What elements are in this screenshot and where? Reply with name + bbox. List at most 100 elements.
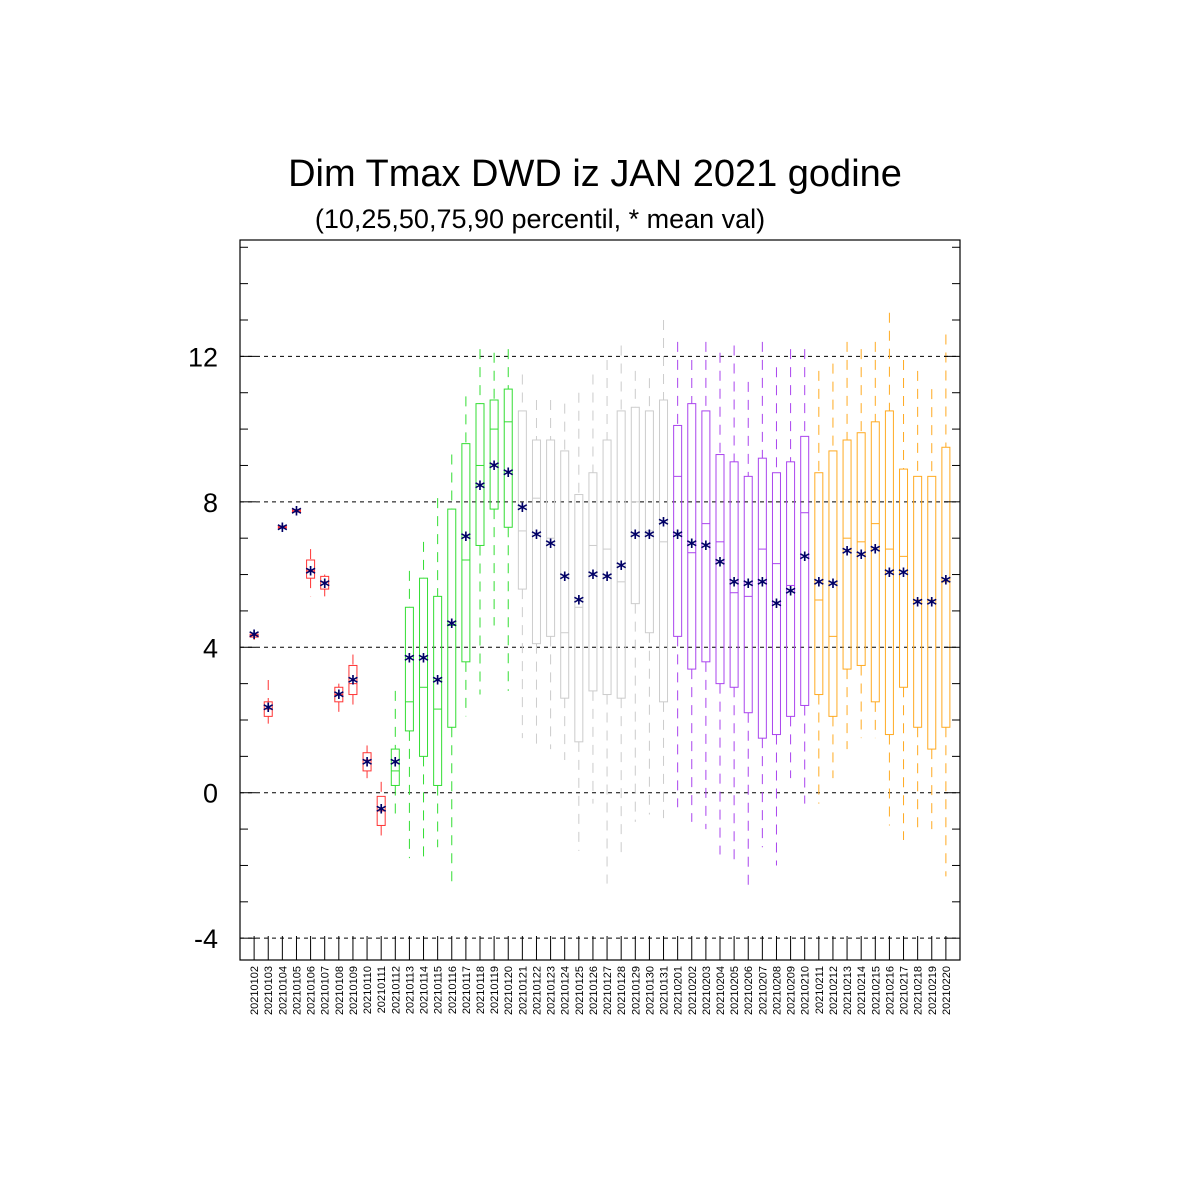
iqr-box <box>517 410 527 590</box>
box-20210111 <box>376 781 386 837</box>
x-tick-label: 20210112 <box>390 966 402 1014</box>
x-tick-label: 20210111 <box>376 966 388 1013</box>
mean-marker: * <box>616 556 627 580</box>
box-20210107 <box>320 574 330 597</box>
box-20210112 <box>390 690 400 819</box>
box-20210102 <box>249 630 259 640</box>
iqr-box <box>800 435 810 706</box>
mean-marker: * <box>517 498 528 522</box>
y-tick-label: 12 <box>188 342 218 372</box>
box-20210108 <box>334 683 344 713</box>
chart-title: Dim Tmax DWD iz JAN 2021 godine <box>288 153 902 195</box>
x-tick-label: 20210203 <box>701 966 713 1015</box>
mean-marker: * <box>559 567 570 591</box>
iqr-box <box>362 752 372 772</box>
mean-marker: * <box>941 571 952 595</box>
x-tick-label: 20210212 <box>828 966 840 1015</box>
x-tick-label: 20210110 <box>362 966 374 1014</box>
x-tick-label: 20210108 <box>334 966 346 1015</box>
box-20210121 <box>517 374 527 739</box>
mean-marker: * <box>814 573 825 597</box>
box-20210205 <box>729 345 739 866</box>
mean-marker: * <box>630 526 641 550</box>
box-20210129 <box>630 370 640 822</box>
mean-marker: * <box>785 582 796 606</box>
x-tick-label: 20210204 <box>715 966 727 1015</box>
iqr-box <box>659 399 669 703</box>
box-20210122 <box>531 400 541 746</box>
iqr-box <box>884 410 894 736</box>
box-20210212 <box>828 363 838 779</box>
mean-marker: * <box>432 671 443 695</box>
iqr-box <box>560 450 570 699</box>
x-tick-label: 20210127 <box>602 966 614 1015</box>
iqr-box <box>503 388 513 528</box>
x-tick-label: 20210209 <box>786 966 798 1015</box>
x-tick-label: 20210208 <box>771 966 783 1015</box>
iqr-box <box>814 472 824 696</box>
x-tick-label: 20210220 <box>941 966 953 1015</box>
mean-marker: * <box>602 567 613 591</box>
box-20210123 <box>546 400 556 750</box>
mean-marker: * <box>927 593 938 617</box>
mean-marker: * <box>475 476 486 500</box>
box-20210118 <box>475 349 485 695</box>
x-tick-label: 20210218 <box>913 966 925 1015</box>
mean-marker: * <box>277 518 288 542</box>
x-tick-label: 20210103 <box>263 966 275 1015</box>
mean-marker: * <box>461 527 472 551</box>
x-tick-label: 20210120 <box>503 966 515 1015</box>
box-20210104 <box>277 525 287 530</box>
mean-marker: * <box>291 502 302 526</box>
iqr-box <box>348 664 358 696</box>
mean-marker: * <box>249 626 260 650</box>
iqr-box <box>715 454 725 685</box>
iqr-box <box>828 450 838 717</box>
mean-marker: * <box>447 615 458 639</box>
x-tick-label: 20210116 <box>447 966 459 1014</box>
iqr-box <box>701 410 711 663</box>
mean-marker: * <box>658 513 669 537</box>
iqr-box <box>489 399 499 510</box>
x-tick-label: 20210121 <box>517 966 529 1015</box>
box-20210126 <box>588 374 598 804</box>
mean-marker: * <box>334 686 345 710</box>
x-tick-label: 20210119 <box>489 966 501 1014</box>
box-20210217 <box>899 360 909 840</box>
box-20210214 <box>856 349 866 739</box>
x-tick-label: 20210206 <box>743 966 755 1015</box>
y-axis: 12 8 4 0 -4 <box>188 246 960 954</box>
iqr-box <box>306 559 316 579</box>
box-20210116 <box>447 454 457 884</box>
mean-marker: * <box>319 575 330 599</box>
x-tick-label: 20210129 <box>630 966 642 1015</box>
y-tick-label: 0 <box>203 779 218 809</box>
box-20210211 <box>814 370 824 804</box>
box-20210216 <box>884 312 894 826</box>
mean-marker: * <box>828 575 839 599</box>
mean-marker: * <box>418 649 429 673</box>
iqr-box <box>856 432 866 666</box>
x-tick-label: 20210213 <box>842 966 854 1015</box>
x-tick-label: 20210217 <box>899 966 911 1015</box>
mean-marker: * <box>687 535 698 559</box>
x-tick-label: 20210126 <box>588 966 600 1015</box>
iqr-box <box>644 410 654 634</box>
box-20210207 <box>757 341 767 848</box>
x-tick-label: 20210216 <box>884 966 896 1015</box>
mean-marker: * <box>404 649 415 673</box>
mean-marker: * <box>545 535 556 559</box>
x-tick-label: 20210128 <box>616 966 628 1015</box>
x-tick-label: 20210207 <box>757 966 769 1015</box>
mean-marker: * <box>503 464 514 488</box>
box-20210124 <box>560 403 570 760</box>
mean-marker: * <box>390 753 401 777</box>
iqr-box <box>588 472 598 692</box>
box-20210213 <box>842 341 852 750</box>
x-tick-label: 20210215 <box>870 966 882 1015</box>
y-tick-label: 4 <box>203 633 218 663</box>
box-20210125 <box>574 392 584 851</box>
box-20210220 <box>941 334 951 877</box>
x-tick-label: 20210107 <box>320 966 332 1015</box>
